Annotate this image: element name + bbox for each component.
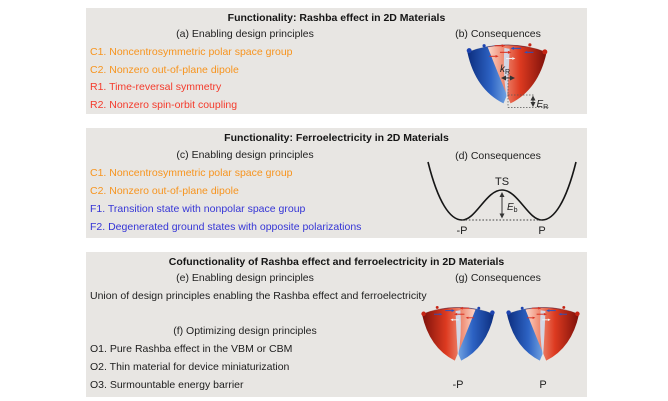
heading-consequences-g: (g) Consequences — [455, 272, 541, 284]
neg-P-label: -P — [453, 379, 464, 391]
principle-o3: O3. Surmountable energy barrier — [90, 379, 244, 391]
panel-cofunctionality: Cofunctionality of Rashba effect and fer… — [86, 252, 587, 397]
panel-rashba-title: Functionality: Rashba effect in 2D Mater… — [227, 12, 446, 24]
pos-P-label: P — [538, 225, 545, 237]
principle-r2: R2. Nonzero spin-orbit coupling — [90, 99, 238, 111]
potential-curve — [427, 161, 577, 221]
panel-rashba: Functionality: Rashba effect in 2D Mater… — [86, 8, 587, 114]
principle-c2: C2. Nonzero out-of-plane dipole — [90, 185, 239, 197]
TS-label: TS — [495, 176, 509, 188]
heading-enabling-principles-e: (e) Enabling design principles — [176, 272, 314, 284]
neg-P-label: -P — [457, 225, 468, 237]
rashba-bands-diagram: kR ER — [466, 42, 549, 111]
principle-r1: R1. Time-reversal symmetry — [90, 81, 222, 93]
heading-optimizing-principles-f: (f) Optimizing design principles — [173, 325, 317, 337]
double-well-diagram: TS Eb -P P — [427, 161, 577, 237]
principle-o2: O2. Thin material for device miniaturiza… — [90, 361, 290, 373]
rashba-cone-posP — [505, 305, 581, 362]
heading-consequences-b: (b) Consequences — [455, 28, 541, 40]
union-principles-text: Union of design principles enabling the … — [90, 290, 427, 302]
rashba-cone-negP — [420, 305, 496, 362]
heading-consequences-d: (d) Consequences — [455, 150, 541, 162]
Eb-label: Eb — [507, 202, 518, 214]
ER-label: ER — [537, 99, 549, 111]
heading-enabling-principles-c: (c) Enabling design principles — [176, 149, 314, 161]
panel-ferroelectricity: Functionality: Ferroelectricity in 2D Ma… — [86, 128, 587, 238]
principle-c1: C1. Noncentrosymmetric polar space group — [90, 46, 293, 58]
rashba-annotations: kR ER — [500, 64, 549, 111]
principle-c1: C1. Noncentrosymmetric polar space group — [90, 167, 293, 179]
principle-f1: F1. Transition state with nonpolar space… — [90, 203, 306, 215]
panel-ferro-title: Functionality: Ferroelectricity in 2D Ma… — [224, 132, 449, 144]
kR-label: kR — [500, 64, 510, 76]
ferroelectric-rashba-states-diagram: -P P — [420, 305, 581, 391]
pos-P-label: P — [539, 379, 546, 391]
heading-enabling-principles-a: (a) Enabling design principles — [176, 28, 314, 40]
principle-f2: F2. Degenerated ground states with oppos… — [90, 221, 362, 233]
principle-o1: O1. Pure Rashba effect in the VBM or CBM — [90, 343, 293, 355]
panel-cofunc-title: Cofunctionality of Rashba effect and fer… — [168, 256, 505, 268]
principle-c2: C2. Nonzero out-of-plane dipole — [90, 64, 239, 76]
